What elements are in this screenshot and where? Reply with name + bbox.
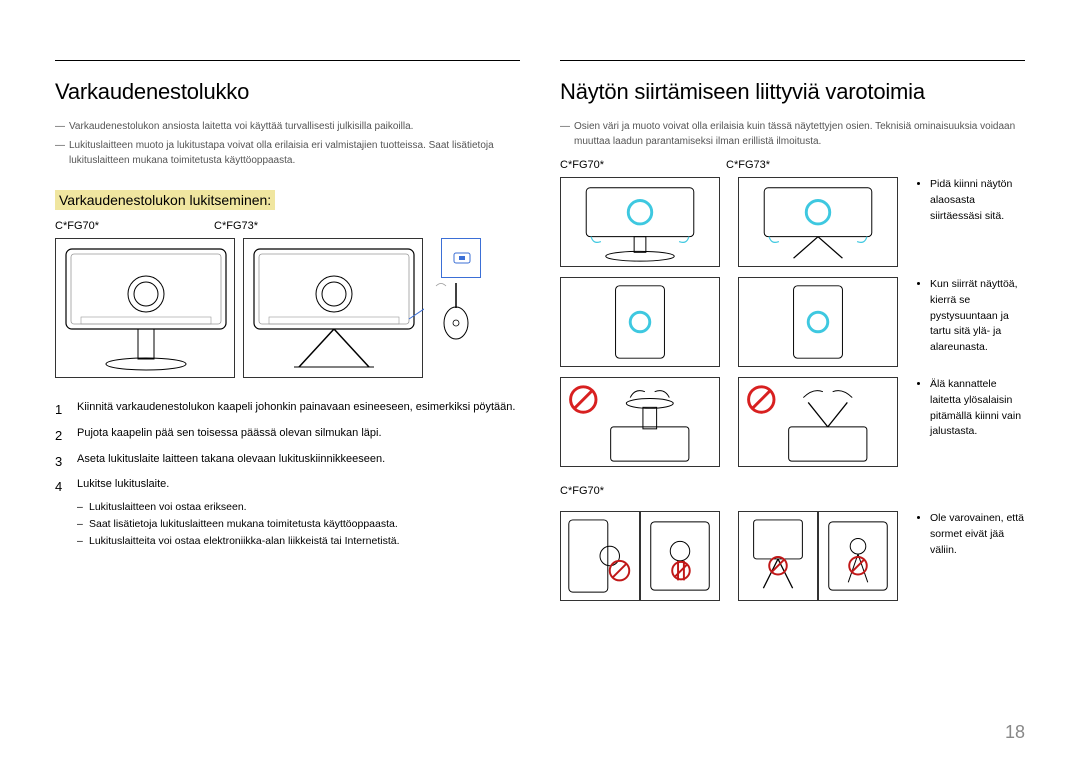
step-text: Lukitse lukituslaite.	[77, 478, 169, 490]
substep-item: Lukituslaitteita voi ostaa elektroniikka…	[77, 533, 520, 550]
hold-bottom-figure	[560, 177, 720, 267]
horizontal-rule	[55, 60, 520, 61]
substep-item: Lukituslaitteen voi ostaa erikseen.	[77, 499, 520, 516]
step-item: Aseta lukituslaite laitteen takana oleva…	[55, 450, 520, 470]
lock-figure-row	[55, 238, 520, 378]
rotate-vertical-figure	[738, 277, 898, 367]
model-label: C*FG70*	[560, 485, 720, 497]
model-label: C*FG70*	[55, 220, 99, 232]
bullet-cell: Ole varovainen, että sormet eivät jää vä…	[916, 511, 1025, 601]
prohibit-stand-figure	[560, 377, 720, 467]
bullet-item: Ole varovainen, että sormet eivät jää vä…	[930, 511, 1025, 558]
bullet-cell: Kun siirrät näyttöä, kierrä se pystysuun…	[916, 277, 1025, 367]
model-label-row: C*FG70* C*FG73*	[55, 220, 520, 232]
bullet-item: Älä kannattele laitetta ylösalaisin pitä…	[930, 377, 1025, 440]
right-title: Näytön siirtämiseen liittyviä varotoimia	[560, 79, 1025, 105]
hold-bottom-figure	[738, 177, 898, 267]
steps-list: Kiinnitä varkaudenestolukon kaapeli joho…	[55, 398, 520, 550]
right-column: Näytön siirtämiseen liittyviä varotoimia…	[560, 60, 1025, 601]
bullet-cell: Pidä kiinni näytön alaosasta siirtäessäs…	[916, 177, 1025, 267]
bullet-item: Kun siirrät näyttöä, kierrä se pystysuun…	[930, 277, 1025, 356]
model-label: C*FG73*	[214, 220, 258, 232]
prohibit-stand-figure	[738, 377, 898, 467]
pinch-finger-figure	[738, 511, 898, 601]
step-item: Lukitse lukituslaite. Lukituslaitteen vo…	[55, 475, 520, 549]
lock-detail	[431, 238, 481, 278]
substep-item: Saat lisätietoja lukituslaitteen mukana …	[77, 516, 520, 533]
precautions-grid: Pidä kiinni näytön alaosasta siirtäessäs…	[560, 177, 1025, 601]
substeps-list: Lukituslaitteen voi ostaa erikseen. Saat…	[77, 499, 520, 549]
lock-key-icon	[431, 278, 481, 348]
prohibit-icon	[571, 387, 596, 412]
model-label: C*FG73*	[726, 159, 770, 171]
bullet-item: Pidä kiinni näytön alaosasta siirtäessäs…	[930, 177, 1025, 224]
model-label-row: C*FG70* C*FG73*	[560, 159, 1025, 171]
footnote: Osien väri ja muoto voivat olla erilaisi…	[560, 119, 1025, 149]
step-item: Pujota kaapelin pää sen toisessa päässä …	[55, 424, 520, 444]
page-grid: Varkaudenestolukko Varkaudenestolukon an…	[55, 60, 1025, 601]
horizontal-rule	[560, 60, 1025, 61]
rotate-vertical-figure	[560, 277, 720, 367]
monitor-rear-figure	[55, 238, 235, 378]
lock-slot-icon	[441, 238, 481, 278]
step-item: Kiinnitä varkaudenestolukon kaapeli joho…	[55, 398, 520, 418]
model-label: C*FG70*	[560, 159, 604, 171]
bullet-cell: Älä kannattele laitetta ylösalaisin pitä…	[916, 377, 1025, 467]
monitor-rear-figure	[243, 238, 423, 378]
prohibit-icon	[749, 387, 774, 412]
footnote: Varkaudenestolukon ansiosta laitetta voi…	[55, 119, 520, 134]
pinch-finger-figure	[560, 511, 720, 601]
footnote: Lukituslaitteen muoto ja lukitustapa voi…	[55, 138, 520, 168]
left-column: Varkaudenestolukko Varkaudenestolukon an…	[55, 60, 520, 601]
subsection-heading: Varkaudenestolukon lukitseminen:	[55, 190, 275, 210]
page-number: 18	[1005, 722, 1025, 743]
left-title: Varkaudenestolukko	[55, 79, 520, 105]
